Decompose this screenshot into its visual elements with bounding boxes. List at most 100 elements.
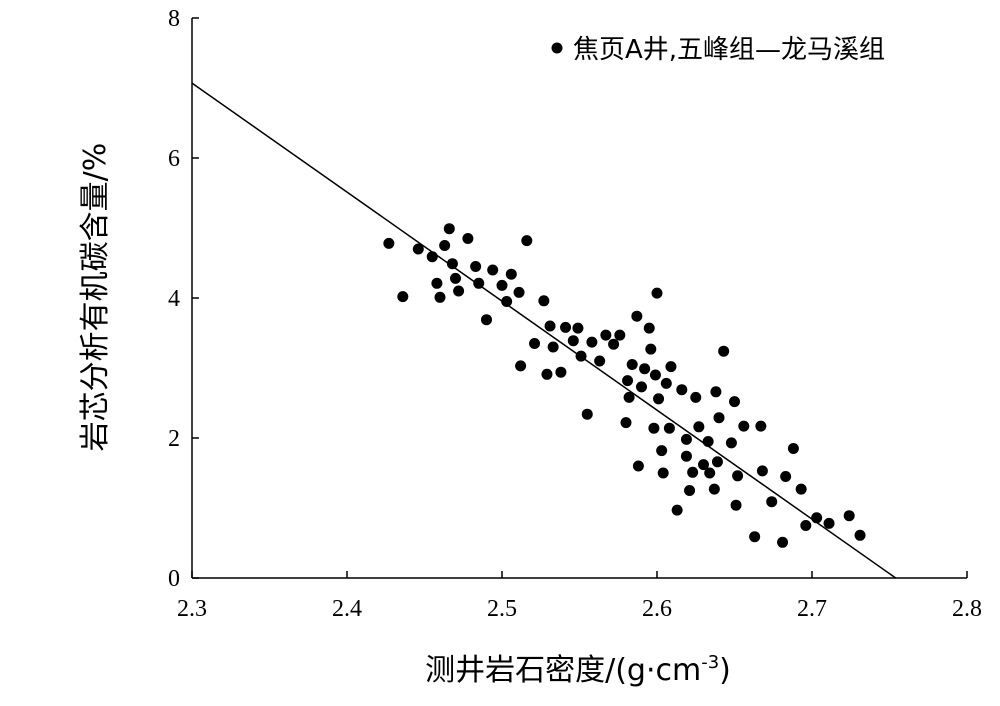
data-point — [544, 320, 556, 332]
data-point — [470, 261, 482, 272]
data-point — [547, 341, 559, 353]
legend-marker — [551, 42, 563, 54]
x-tick-label: 2.8 — [952, 596, 982, 622]
data-point — [643, 322, 655, 334]
data-point — [645, 343, 657, 355]
data-point — [795, 483, 807, 495]
data-point — [729, 396, 740, 408]
trendline-group — [191, 82, 897, 579]
data-point — [631, 310, 643, 322]
data-point — [749, 531, 761, 543]
data-point — [462, 233, 474, 244]
data-point — [823, 517, 835, 529]
data-point — [732, 470, 744, 482]
data-point — [713, 412, 725, 424]
data-point — [572, 322, 584, 334]
data-point — [501, 296, 513, 307]
data-point — [608, 338, 620, 350]
data-point — [434, 291, 446, 303]
x-tick-label: 2.7 — [797, 596, 827, 622]
data-point — [521, 235, 533, 247]
data-point — [665, 361, 677, 373]
data-point — [446, 258, 458, 270]
data-point — [600, 329, 612, 341]
trendline — [191, 82, 897, 579]
data-point — [439, 240, 451, 251]
data-point — [738, 420, 750, 432]
data-point — [755, 420, 767, 432]
data-point — [660, 377, 672, 389]
data-point — [766, 496, 778, 508]
data-point — [651, 287, 663, 299]
y-tick-label: 8 — [168, 6, 180, 32]
data-point — [711, 456, 723, 468]
data-point — [623, 391, 635, 403]
data-point — [649, 369, 661, 381]
data-point — [725, 437, 737, 449]
y-axis: 0 2 4 6 8 — [168, 6, 199, 592]
x-axis: 2.3 2.4 2.5 2.6 2.7 2.8 — [177, 571, 982, 622]
data-point — [529, 338, 541, 349]
data-point — [698, 459, 709, 471]
x-axis-title: 测井岩石密度/(g·cm-3) — [425, 652, 731, 688]
data-point — [581, 408, 593, 420]
data-point — [648, 422, 660, 434]
data-point — [676, 384, 688, 396]
data-point — [693, 421, 705, 433]
data-point — [704, 467, 716, 479]
data-point — [708, 483, 720, 495]
data-point — [680, 433, 692, 445]
data-point — [487, 264, 499, 276]
data-point — [671, 504, 683, 516]
data-point — [710, 386, 722, 398]
y-tick-label: 6 — [168, 146, 180, 172]
data-point — [397, 291, 409, 303]
data-point — [684, 485, 696, 496]
data-point — [560, 321, 572, 333]
x-axis-title-sup: -3 — [701, 652, 719, 673]
data-point — [538, 295, 550, 307]
data-point — [622, 375, 634, 387]
data-point — [383, 237, 395, 249]
data-point — [756, 465, 768, 477]
x-axis-title-end: ) — [719, 653, 731, 688]
data-point — [787, 443, 799, 454]
data-point — [843, 510, 855, 522]
data-point — [800, 520, 812, 531]
data-point — [513, 286, 525, 298]
data-point — [450, 272, 461, 284]
data-point — [505, 268, 517, 280]
x-tick-label: 2.4 — [332, 596, 362, 622]
data-point — [718, 345, 730, 357]
data-point — [653, 393, 665, 405]
y-tick-label: 4 — [168, 286, 180, 312]
data-point — [594, 355, 606, 367]
data-point — [567, 335, 579, 347]
x-tick-label: 2.3 — [177, 596, 207, 622]
data-point — [657, 467, 669, 479]
data-point — [515, 360, 527, 372]
data-point — [614, 329, 626, 341]
data-point — [656, 445, 668, 457]
data-point — [481, 314, 492, 326]
data-point — [575, 350, 587, 362]
data-point — [663, 422, 675, 434]
x-axis-title-main: 测井岩石密度/(g·cm — [425, 653, 701, 688]
data-point — [636, 381, 647, 393]
x-tick-label: 2.6 — [642, 596, 672, 622]
data-point — [431, 277, 443, 289]
data-point — [690, 391, 702, 403]
data-point — [620, 417, 632, 429]
data-point — [626, 359, 638, 370]
data-point — [687, 466, 699, 478]
data-point — [412, 243, 424, 255]
data-point — [632, 460, 644, 472]
legend: 焦页A井,五峰组—龙马溪组 — [551, 35, 885, 65]
data-points — [383, 223, 866, 548]
legend-label: 焦页A井,五峰组—龙马溪组 — [573, 35, 885, 65]
data-point — [473, 277, 485, 289]
data-point — [702, 436, 714, 447]
data-point — [639, 363, 651, 375]
y-axis-title: 岩芯分析有机碳含量/% — [78, 143, 113, 452]
